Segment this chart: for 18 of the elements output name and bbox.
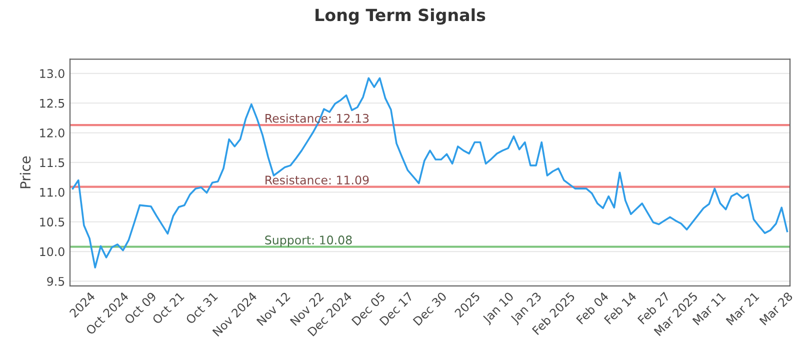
y-tick-label: 11.5 (40, 158, 64, 168)
chart-title: Long Term Signals (316, 8, 486, 25)
y-tick-label: 12.5 (40, 98, 64, 108)
x-tick-label: Mar 28 (759, 292, 794, 326)
line-series (72, 77, 788, 268)
ref-line-label: Resistance: 11.09 (266, 175, 369, 185)
y-axis-title: Price (20, 156, 31, 188)
y-tick-label: 10.5 (40, 218, 64, 226)
y-tick-label: 12.0 (40, 128, 64, 138)
y-tick-label: 10.0 (40, 247, 64, 256)
x-tick-label: Mar 21 (726, 292, 760, 326)
x-tick-label: Oct 31 (185, 292, 218, 325)
ref-line-label: Support: 10.08 (265, 236, 352, 247)
y-tick-label: 9.5 (47, 276, 64, 286)
y-tick-label: 11.0 (40, 188, 64, 197)
y-tick-label: 13.0 (40, 69, 64, 78)
x-tick-label: Dec 30 (412, 292, 448, 326)
x-tick-label: Nov 12 (256, 292, 291, 326)
